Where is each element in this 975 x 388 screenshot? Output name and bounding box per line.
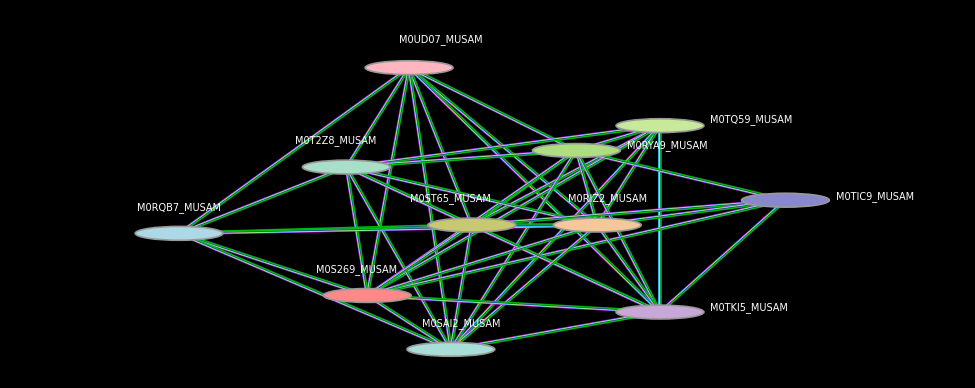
- Text: M0UD07_MUSAM: M0UD07_MUSAM: [399, 34, 483, 45]
- Text: M0T2Z8_MUSAM: M0T2Z8_MUSAM: [295, 135, 376, 146]
- Text: M0ST65_MUSAM: M0ST65_MUSAM: [410, 194, 491, 204]
- Text: M0RYA9_MUSAM: M0RYA9_MUSAM: [627, 140, 707, 151]
- Ellipse shape: [136, 227, 223, 240]
- Text: M0TIC9_MUSAM: M0TIC9_MUSAM: [836, 191, 914, 201]
- Text: M0SAI2_MUSAM: M0SAI2_MUSAM: [422, 318, 500, 329]
- Ellipse shape: [616, 305, 704, 319]
- Ellipse shape: [532, 144, 620, 158]
- Text: M0RQB7_MUSAM: M0RQB7_MUSAM: [137, 202, 221, 213]
- Ellipse shape: [407, 342, 495, 356]
- Text: M0TKI5_MUSAM: M0TKI5_MUSAM: [710, 303, 788, 314]
- Ellipse shape: [428, 218, 516, 232]
- Ellipse shape: [554, 218, 642, 232]
- Ellipse shape: [324, 289, 411, 302]
- Text: M0RIZ2_MUSAM: M0RIZ2_MUSAM: [568, 194, 647, 204]
- Text: M0S269_MUSAM: M0S269_MUSAM: [316, 264, 398, 275]
- Ellipse shape: [742, 193, 830, 207]
- Ellipse shape: [302, 160, 390, 174]
- Ellipse shape: [616, 119, 704, 133]
- Text: M0TQ59_MUSAM: M0TQ59_MUSAM: [710, 114, 793, 125]
- Ellipse shape: [366, 61, 453, 74]
